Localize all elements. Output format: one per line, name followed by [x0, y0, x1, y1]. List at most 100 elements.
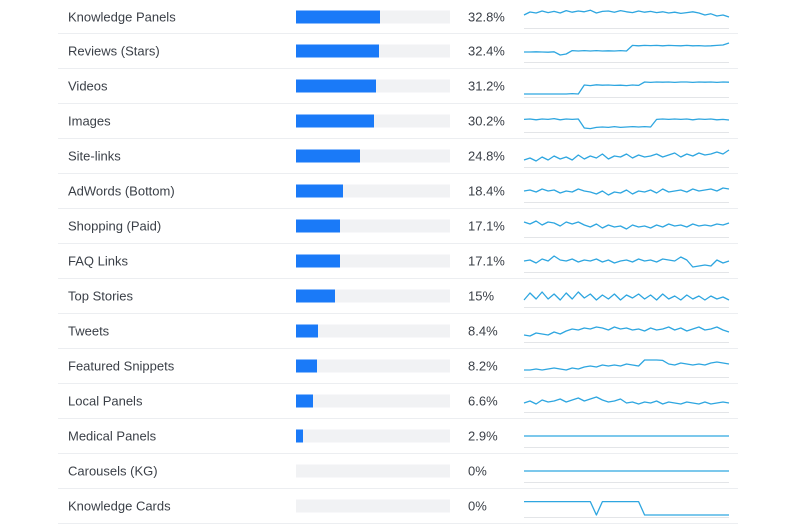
share-bar-track [296, 10, 450, 23]
feature-label: Videos [68, 78, 108, 94]
feature-label: Images [68, 113, 111, 129]
trend-sparkline [524, 42, 730, 63]
feature-percent: 31.2% [468, 78, 505, 94]
feature-percent: 8.2% [468, 358, 498, 374]
share-bar-track [296, 499, 450, 513]
trend-sparkline [523, 220, 730, 238]
feature-row[interactable]: Knowledge Cards 0% [58, 489, 738, 524]
feature-row[interactable]: Medical Panels 2.9% [58, 419, 738, 454]
share-bar-track [296, 464, 450, 478]
share-bar-fill [296, 394, 313, 408]
share-bar-fill [296, 219, 340, 233]
share-bar-fill [296, 254, 340, 268]
feature-row[interactable]: Top Stories 15% [58, 279, 738, 314]
share-bar-fill [296, 289, 335, 303]
feature-percent: 15% [468, 288, 495, 304]
trend-sparkline [523, 326, 730, 343]
feature-percent: 2.9% [468, 428, 498, 444]
trend-sparkline [524, 500, 729, 518]
trend-sparkline [523, 291, 730, 308]
trend-sparkline [523, 255, 730, 273]
feature-label: Carousels (KG) [68, 463, 158, 479]
feature-row[interactable]: Featured Snippets 8.2% [58, 349, 738, 384]
feature-label: FAQ Links [68, 253, 128, 269]
trend-sparkline [524, 359, 730, 378]
trend-sparkline [523, 117, 730, 133]
feature-row[interactable]: FAQ Links 17.1% [58, 244, 738, 279]
feature-row[interactable]: Carousels (KG) 0% [58, 454, 738, 489]
trend-sparkline [523, 149, 730, 168]
share-bar-track [296, 324, 450, 338]
share-bar-track [296, 394, 450, 408]
share-bar-track [296, 79, 450, 93]
feature-label: Top Stories [68, 288, 134, 304]
feature-label: Knowledge Cards [68, 498, 171, 514]
trend-sparkline [524, 81, 730, 98]
feature-label: Site-links [68, 148, 121, 164]
feature-row[interactable]: Shopping (Paid) 17.1% [58, 209, 738, 244]
feature-row[interactable]: Local Panels 6.6% [58, 384, 738, 419]
sparkline-series [524, 359, 730, 371]
share-bar-track [296, 184, 450, 198]
share-bar-fill [296, 44, 380, 58]
share-bar-fill [296, 114, 374, 128]
share-bar-fill [296, 10, 381, 23]
share-bar-fill [296, 429, 304, 443]
share-bar-fill [296, 184, 344, 198]
sparkline-series [523, 291, 730, 301]
trend-sparkline [523, 9, 730, 29]
feature-label: Medical Panels [68, 428, 157, 444]
feature-label: Shopping (Paid) [68, 218, 162, 234]
feature-percent: 6.6% [468, 393, 498, 409]
feature-percent: 24.8% [468, 148, 505, 164]
feature-percent: 8.4% [468, 323, 498, 339]
feature-row[interactable]: AdWords (Bottom) 18.4% [58, 174, 738, 209]
sparkline-series [523, 326, 730, 337]
trend-sparkline [523, 187, 730, 203]
feature-percent: 18.4% [468, 183, 505, 199]
feature-row[interactable]: Tweets 8.4% [58, 314, 738, 349]
feature-percent: 32.8% [468, 9, 505, 24]
serp-features-table: Knowledge Panels 32.8% Reviews (Stars) 32.4… [58, 0, 738, 524]
share-bar-fill [296, 79, 377, 93]
share-bar-track [296, 219, 450, 233]
share-bar-track [296, 149, 450, 163]
sparkline-series [523, 9, 730, 18]
feature-percent: 32.4% [468, 43, 505, 59]
feature-percent: 0% [468, 498, 487, 514]
sparkline-series [524, 81, 730, 95]
share-bar-track [296, 44, 450, 58]
sparkline-series [523, 187, 730, 196]
feature-percent: 30.2% [468, 113, 505, 129]
share-bar-fill [296, 324, 318, 338]
share-bar-track [296, 254, 450, 268]
feature-row[interactable]: Reviews (Stars) 32.4% [58, 34, 738, 69]
trend-sparkline [523, 396, 730, 413]
share-bar-fill [296, 359, 318, 373]
sparkline-series [523, 220, 730, 230]
feature-label: Knowledge Panels [68, 9, 176, 24]
sparkline-series [523, 149, 730, 162]
trend-sparkline [524, 435, 729, 448]
share-bar-track [296, 114, 450, 128]
sparkline-series [524, 42, 730, 56]
share-bar-track [296, 359, 450, 373]
feature-percent: 17.1% [468, 218, 505, 234]
feature-percent: 17.1% [468, 253, 505, 269]
feature-row[interactable]: Knowledge Panels 32.8% [58, 0, 738, 34]
sparkline-series [523, 396, 730, 405]
share-bar-track [296, 289, 450, 303]
feature-label: AdWords (Bottom) [68, 183, 175, 199]
feature-label: Local Panels [68, 393, 143, 409]
feature-row[interactable]: Site-links 24.8% [58, 139, 738, 174]
share-bar-track [296, 429, 450, 443]
share-bar-fill [296, 149, 360, 163]
sparkline-series [524, 500, 729, 516]
feature-row[interactable]: Videos 31.2% [58, 69, 738, 104]
feature-label: Tweets [68, 323, 110, 339]
feature-label: Reviews (Stars) [68, 43, 160, 59]
sparkline-series [523, 117, 730, 130]
sparkline-series [523, 255, 730, 268]
feature-row[interactable]: Images 30.2% [58, 104, 738, 139]
trend-sparkline [524, 470, 729, 483]
